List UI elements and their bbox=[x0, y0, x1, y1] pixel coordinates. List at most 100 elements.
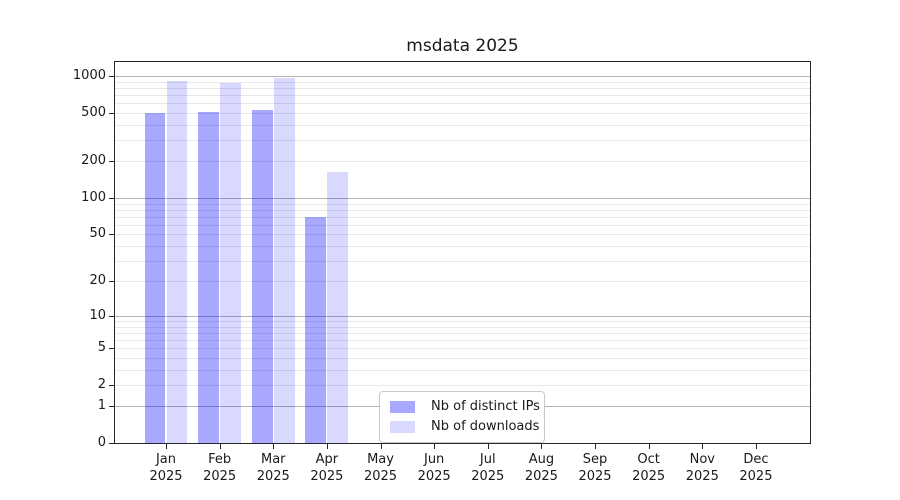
y-gridline-minor bbox=[115, 245, 810, 247]
x-tick-month: Mar bbox=[260, 452, 286, 467]
x-tick-label: Sep 2025 bbox=[563, 451, 627, 485]
y-gridline-minor bbox=[115, 112, 810, 114]
x-tick-label: Jun 2025 bbox=[402, 451, 466, 485]
x-tick-month: Aug bbox=[528, 452, 555, 467]
x-tick-label: Mar 2025 bbox=[241, 451, 305, 485]
y-tick-mark bbox=[109, 197, 114, 199]
x-tick-label: Dec 2025 bbox=[724, 451, 788, 485]
x-tick-mark bbox=[166, 444, 167, 449]
y-gridline-minor bbox=[115, 81, 810, 83]
y-tick-mark bbox=[109, 315, 114, 317]
x-tick-mark bbox=[541, 444, 543, 449]
y-gridline-minor bbox=[115, 326, 810, 328]
y-tick-mark bbox=[109, 112, 114, 114]
y-gridline-minor bbox=[115, 281, 810, 283]
axis-spine-right bbox=[810, 61, 811, 444]
legend-item: Nb of distinct IPs bbox=[388, 398, 540, 415]
y-gridline-minor bbox=[115, 161, 810, 163]
legend-label: Nb of downloads bbox=[431, 419, 540, 434]
bar-downloads bbox=[273, 77, 295, 444]
x-tick-mark bbox=[326, 444, 328, 449]
x-tick-month: May bbox=[367, 452, 394, 467]
x-tick-label: Apr 2025 bbox=[295, 451, 359, 485]
y-gridline-minor bbox=[115, 94, 810, 96]
x-tick-year: 2025 bbox=[471, 469, 505, 484]
y-tick-label: 50 bbox=[89, 226, 106, 242]
y-gridline-minor bbox=[115, 348, 810, 350]
y-tick-label: 100 bbox=[81, 189, 106, 205]
x-tick-label: Oct 2025 bbox=[617, 451, 681, 485]
bar-downloads bbox=[166, 80, 188, 444]
legend-label: Nb of distinct IPs bbox=[431, 399, 540, 414]
legend-swatch bbox=[390, 400, 415, 413]
y-gridline-minor bbox=[115, 332, 810, 334]
x-tick-label: May 2025 bbox=[349, 451, 413, 485]
y-tick-label: 0 bbox=[97, 435, 106, 451]
bar-distinct-ips bbox=[144, 112, 166, 444]
y-tick-label: 10 bbox=[89, 307, 106, 323]
bar-downloads bbox=[327, 172, 349, 444]
legend: Nb of distinct IPs Nb of downloads bbox=[379, 391, 545, 443]
x-tick-month: Sep bbox=[582, 452, 608, 467]
y-tick-mark bbox=[109, 161, 114, 163]
x-tick-month: Oct bbox=[637, 452, 660, 467]
chart-title: msdata 2025 bbox=[406, 36, 519, 56]
y-gridline-minor bbox=[115, 339, 810, 341]
x-tick-mark bbox=[702, 444, 704, 449]
x-tick-year: 2025 bbox=[256, 469, 290, 484]
axis-spine-bottom bbox=[114, 443, 811, 444]
y-tick-mark bbox=[109, 406, 114, 408]
y-tick-mark bbox=[109, 281, 114, 283]
x-tick-mark bbox=[273, 444, 275, 449]
y-tick-label: 200 bbox=[81, 153, 106, 169]
x-tick-year: 2025 bbox=[739, 469, 773, 484]
legend-swatch bbox=[390, 420, 415, 433]
y-gridline-minor bbox=[115, 234, 810, 236]
x-tick-year: 2025 bbox=[310, 469, 344, 484]
x-tick-month: Jun bbox=[423, 452, 445, 467]
y-gridline-minor bbox=[115, 203, 810, 205]
y-tick-mark bbox=[109, 76, 114, 78]
x-tick-mark bbox=[648, 444, 650, 449]
x-tick-year: 2025 bbox=[203, 469, 237, 484]
x-tick-label: Aug 2025 bbox=[509, 451, 573, 485]
y-gridline-minor bbox=[115, 260, 810, 262]
y-gridline-minor bbox=[115, 124, 810, 126]
y-gridline-minor bbox=[115, 216, 810, 218]
y-gridline-minor bbox=[115, 320, 810, 322]
x-tick-label: Nov 2025 bbox=[670, 451, 734, 485]
x-tick-year: 2025 bbox=[524, 469, 558, 484]
x-tick-label: Jul 2025 bbox=[456, 451, 520, 485]
y-tick-label: 1000 bbox=[72, 68, 106, 84]
x-tick-label: Feb 2025 bbox=[188, 451, 252, 485]
y-gridline-major bbox=[115, 197, 810, 199]
x-tick-month: Jan bbox=[155, 452, 177, 467]
y-gridline-minor bbox=[115, 369, 810, 371]
y-tick-label: 5 bbox=[97, 340, 106, 356]
y-tick-mark bbox=[109, 443, 114, 445]
y-gridline-minor bbox=[115, 224, 810, 226]
y-gridline-minor bbox=[115, 87, 810, 89]
x-tick-year: 2025 bbox=[632, 469, 666, 484]
bar-distinct-ips bbox=[198, 111, 220, 444]
y-tick-label: 1 bbox=[97, 398, 106, 414]
x-tick-month: Jul bbox=[479, 452, 496, 467]
x-tick-mark bbox=[755, 444, 757, 449]
y-tick-label: 500 bbox=[81, 104, 106, 120]
y-tick-mark bbox=[109, 384, 114, 386]
bar-distinct-ips bbox=[251, 109, 273, 444]
axis-spine-top bbox=[114, 61, 811, 62]
y-tick-mark bbox=[109, 348, 114, 350]
y-gridline-major bbox=[115, 76, 810, 78]
y-tick-label: 20 bbox=[89, 273, 106, 289]
x-tick-mark bbox=[434, 444, 436, 449]
x-tick-mark bbox=[380, 444, 382, 449]
x-tick-year: 2025 bbox=[685, 469, 719, 484]
y-gridline-minor bbox=[115, 357, 810, 359]
x-tick-label: Jan 2025 bbox=[134, 451, 198, 485]
axis-spine-left bbox=[114, 61, 115, 444]
x-tick-month: Apr bbox=[315, 452, 339, 467]
y-tick-label: 2 bbox=[97, 376, 106, 392]
y-gridline-minor bbox=[115, 103, 810, 105]
